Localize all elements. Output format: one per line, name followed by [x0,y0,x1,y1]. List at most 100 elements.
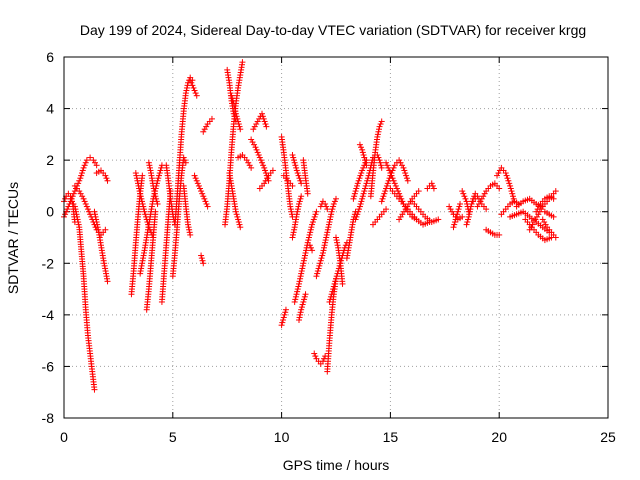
data-point [300,298,307,305]
data-point [474,203,481,210]
data-point [375,128,382,135]
data-point [322,237,329,244]
data-point [539,216,546,223]
data-point [483,206,490,213]
data-point [248,136,255,143]
data-point [451,219,458,226]
data-point [352,216,359,223]
data-point [309,247,316,254]
data-point [269,167,276,174]
plot-frame [63,56,609,419]
series-arc17 [187,77,200,99]
data-point [474,193,481,200]
data-point [186,226,193,233]
data-point [324,229,331,236]
data-point [134,180,141,187]
data-point [356,206,363,213]
data-point [235,219,242,226]
data-point [534,206,541,213]
data-point [508,188,515,195]
data-point [250,126,257,133]
data-point [62,211,69,218]
data-point [153,198,160,205]
data-point [317,203,324,210]
data-point [360,164,367,171]
data-point [379,195,386,202]
data-point [531,219,538,226]
data-point [132,170,139,177]
data-point [307,244,314,251]
data-point [307,229,314,236]
data-point [81,162,88,169]
data-point [460,190,467,197]
data-point [290,154,297,161]
data-point [399,162,406,169]
data-point [233,113,240,120]
data-point [254,149,261,156]
data-point [94,224,101,231]
data-point [302,291,309,298]
data-point [154,200,161,207]
data-point [139,172,146,179]
data-point [496,185,503,192]
data-point [243,157,250,164]
data-point [304,190,311,197]
data-point [192,90,199,97]
data-point [467,203,474,210]
data-point [231,102,238,109]
data-point [550,213,557,220]
data-point [254,118,261,125]
data-point [145,159,152,166]
data-point [357,172,364,179]
data-point [249,139,256,146]
data-point [358,198,365,205]
data-point [83,157,90,164]
data-point [333,234,339,241]
data-point [135,182,142,189]
data-point [233,211,240,218]
data-point [142,211,149,218]
data-point [319,358,326,365]
series-arc50 [374,151,385,171]
data-point [259,113,266,120]
data-point [354,211,361,218]
data-point [139,200,146,207]
data-point [256,154,263,161]
data-point [193,92,200,99]
x-axis-ticks: 0 5 10 15 20 25 [60,57,616,445]
data-point [397,159,404,166]
data-point [92,211,99,218]
data-point [297,195,304,202]
data-point [187,77,194,84]
data-point [400,164,407,171]
data-point [532,216,539,223]
data-point [151,188,158,195]
series-arc55 [409,198,442,226]
data-point [374,133,381,140]
data-point [402,170,409,177]
data-point [363,180,370,187]
y-tick-label: -4 [42,307,55,323]
data-point [296,175,303,182]
data-point [282,309,289,316]
data-point [449,208,456,215]
data-point [77,175,84,182]
data-point [362,159,369,166]
data-point [150,185,157,192]
data-point [262,121,269,128]
data-point [327,216,334,223]
data-point [377,159,384,166]
data-point [64,206,71,213]
data-point [194,180,201,187]
data-point [360,151,367,158]
data-point [386,167,393,174]
data-point [326,298,333,305]
data-point [246,162,253,169]
y-axis-ticks: -8 -6 -4 -2 0 2 4 6 [42,49,608,426]
data-point [382,188,389,195]
data-point [356,203,363,210]
data-point [461,193,468,200]
data-point [279,319,286,326]
data-point [453,213,460,220]
data-point [296,278,303,285]
